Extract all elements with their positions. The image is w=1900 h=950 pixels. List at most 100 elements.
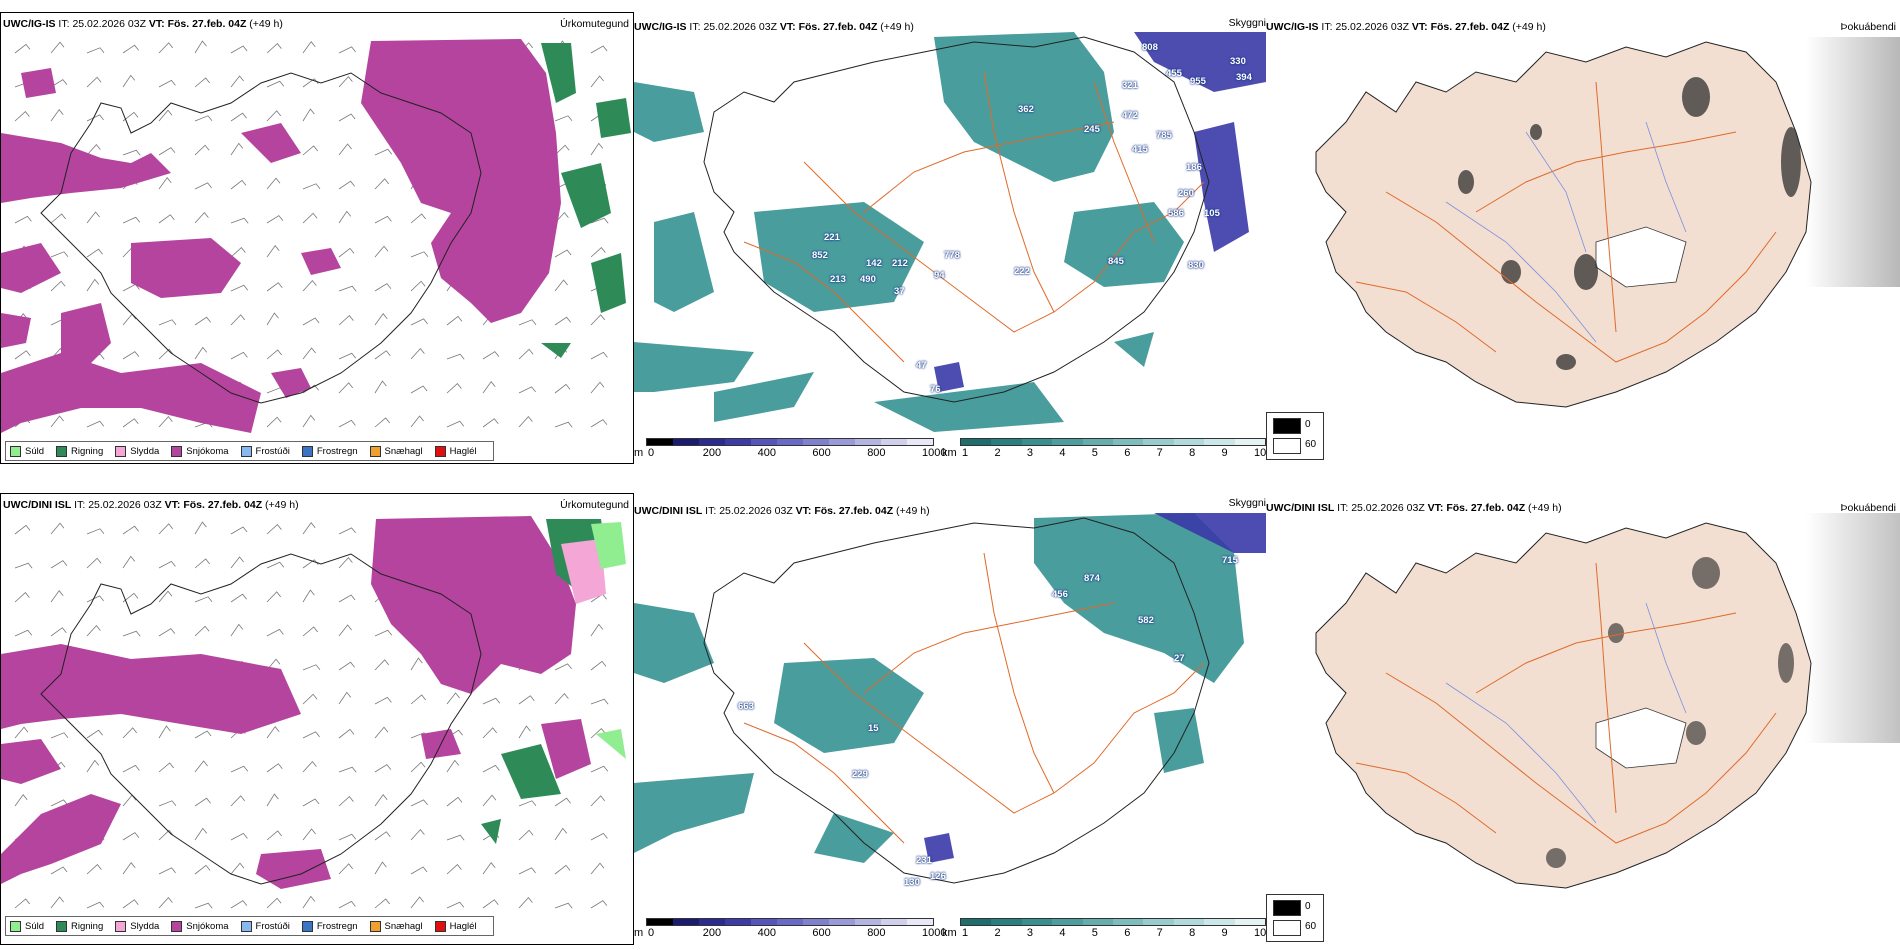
model-name: UWC/DINI ISL xyxy=(3,499,72,511)
precip-type-panel-top: UWC/IG-IS IT: 25.02.2026 03Z VT: Fös. 27… xyxy=(0,12,634,464)
wind-barb xyxy=(374,178,390,190)
colorbar-segment xyxy=(699,439,725,445)
visibility-value: 582 xyxy=(1138,615,1154,626)
wind-barb xyxy=(554,144,570,156)
wind-barb xyxy=(446,759,460,773)
wind-barb xyxy=(230,75,244,88)
visibility-value: 260 xyxy=(1178,188,1194,199)
it-label: IT: xyxy=(1337,502,1349,514)
wind-barb xyxy=(230,179,247,190)
wind-barb xyxy=(266,110,282,122)
wind-barb xyxy=(446,834,465,841)
fog-legend-swatch-1 xyxy=(1273,438,1301,454)
wind-barb xyxy=(338,624,352,637)
colorbar-segment xyxy=(803,919,829,925)
wind-barb xyxy=(266,282,283,292)
wind-barb xyxy=(338,113,356,122)
scale-tick: 1000 xyxy=(922,447,947,459)
init-time: 25.02.2026 03Z xyxy=(1351,502,1425,514)
scale-tick: 6 xyxy=(1124,447,1131,459)
coastline xyxy=(40,553,482,885)
colorbar-segment xyxy=(829,439,855,445)
wind-barb xyxy=(374,245,389,258)
wind-barb xyxy=(302,108,315,122)
wind-barb xyxy=(590,142,604,156)
wind-barb xyxy=(194,521,207,535)
wind-barb xyxy=(50,213,67,224)
colorbar-segment xyxy=(647,439,673,445)
wind-barb xyxy=(230,593,247,603)
wind-barb xyxy=(518,896,533,909)
init-time: 25.02.2026 03Z xyxy=(703,21,777,33)
wind-barb xyxy=(338,556,353,569)
legend-item: Slydda xyxy=(115,920,159,932)
scale-tick: 800 xyxy=(867,927,886,939)
wind-barb xyxy=(230,284,249,292)
wind-barb xyxy=(338,527,356,535)
visibility-value: 245 xyxy=(1084,124,1100,135)
colorbar-segment xyxy=(855,439,881,445)
wind-barb xyxy=(230,623,244,637)
wind-barb xyxy=(14,898,31,909)
wind-barb xyxy=(230,526,248,535)
wind-barb xyxy=(590,247,606,258)
valid-time: Fös. 27.feb. 04Z xyxy=(167,18,247,30)
visibility-value: 47 xyxy=(916,360,927,371)
scale-tick: 5 xyxy=(1091,447,1098,459)
legend-item: Snjókoma xyxy=(171,920,229,932)
precip-map xyxy=(1,516,626,909)
legend-item: Snæhagl xyxy=(369,920,423,932)
legend-swatch xyxy=(369,445,381,457)
wind-barb xyxy=(302,414,316,428)
wind-barb xyxy=(158,590,173,603)
wind-barb xyxy=(194,182,212,190)
visibility-value: 490 xyxy=(860,274,876,285)
visibility-colorbar xyxy=(960,438,1266,446)
legend-item: Frostúði xyxy=(240,445,290,457)
wind-barb xyxy=(446,864,462,875)
colorbar-segment xyxy=(777,439,803,445)
coastline xyxy=(40,72,482,404)
colorbar-segment xyxy=(1143,439,1174,445)
wind-barb xyxy=(410,385,428,394)
scale-unit: km xyxy=(942,927,957,939)
wind-barb xyxy=(50,560,68,569)
wind-barb xyxy=(374,629,393,637)
visibility-value: 455 xyxy=(1166,68,1182,79)
wind-barb xyxy=(50,251,69,258)
wind-barb xyxy=(230,795,246,807)
visibility-value: 231 xyxy=(916,855,932,866)
legend-swatch xyxy=(56,445,68,457)
wind-barb xyxy=(410,415,424,428)
visibility-value: 456 xyxy=(1052,589,1068,600)
wind-barb xyxy=(122,862,136,875)
fog-map xyxy=(1315,37,1900,408)
wind-barb xyxy=(194,40,207,54)
legend-swatch xyxy=(369,920,381,932)
wind-barb xyxy=(302,589,315,603)
wind-barb xyxy=(230,142,244,156)
colorbar-segment xyxy=(1234,919,1266,925)
wind-barb xyxy=(374,696,392,705)
scale-tick: 7 xyxy=(1156,927,1163,939)
scale-unit: m xyxy=(634,927,644,939)
visibility-value: 222 xyxy=(1014,266,1030,277)
wind-barb xyxy=(554,279,568,292)
wind-barb xyxy=(302,664,321,671)
wind-barb xyxy=(410,694,427,705)
legend-label: Haglél xyxy=(449,920,477,932)
wind-barb xyxy=(266,80,285,88)
fog-legend-label-1: 60 xyxy=(1305,439,1317,450)
wind-barb xyxy=(50,732,69,739)
wind-barb xyxy=(230,247,246,258)
wind-barb xyxy=(86,528,105,535)
wind-barb xyxy=(338,382,354,394)
legend-label: Snæhagl xyxy=(384,445,423,457)
wind-barb xyxy=(158,319,177,326)
colorbar-segment xyxy=(961,439,992,445)
wind-barb xyxy=(554,692,569,705)
wind-barb xyxy=(302,347,316,360)
wind-barb xyxy=(518,829,534,841)
colorbar-segment xyxy=(777,919,803,925)
visibility-value: 415 xyxy=(1132,144,1148,155)
